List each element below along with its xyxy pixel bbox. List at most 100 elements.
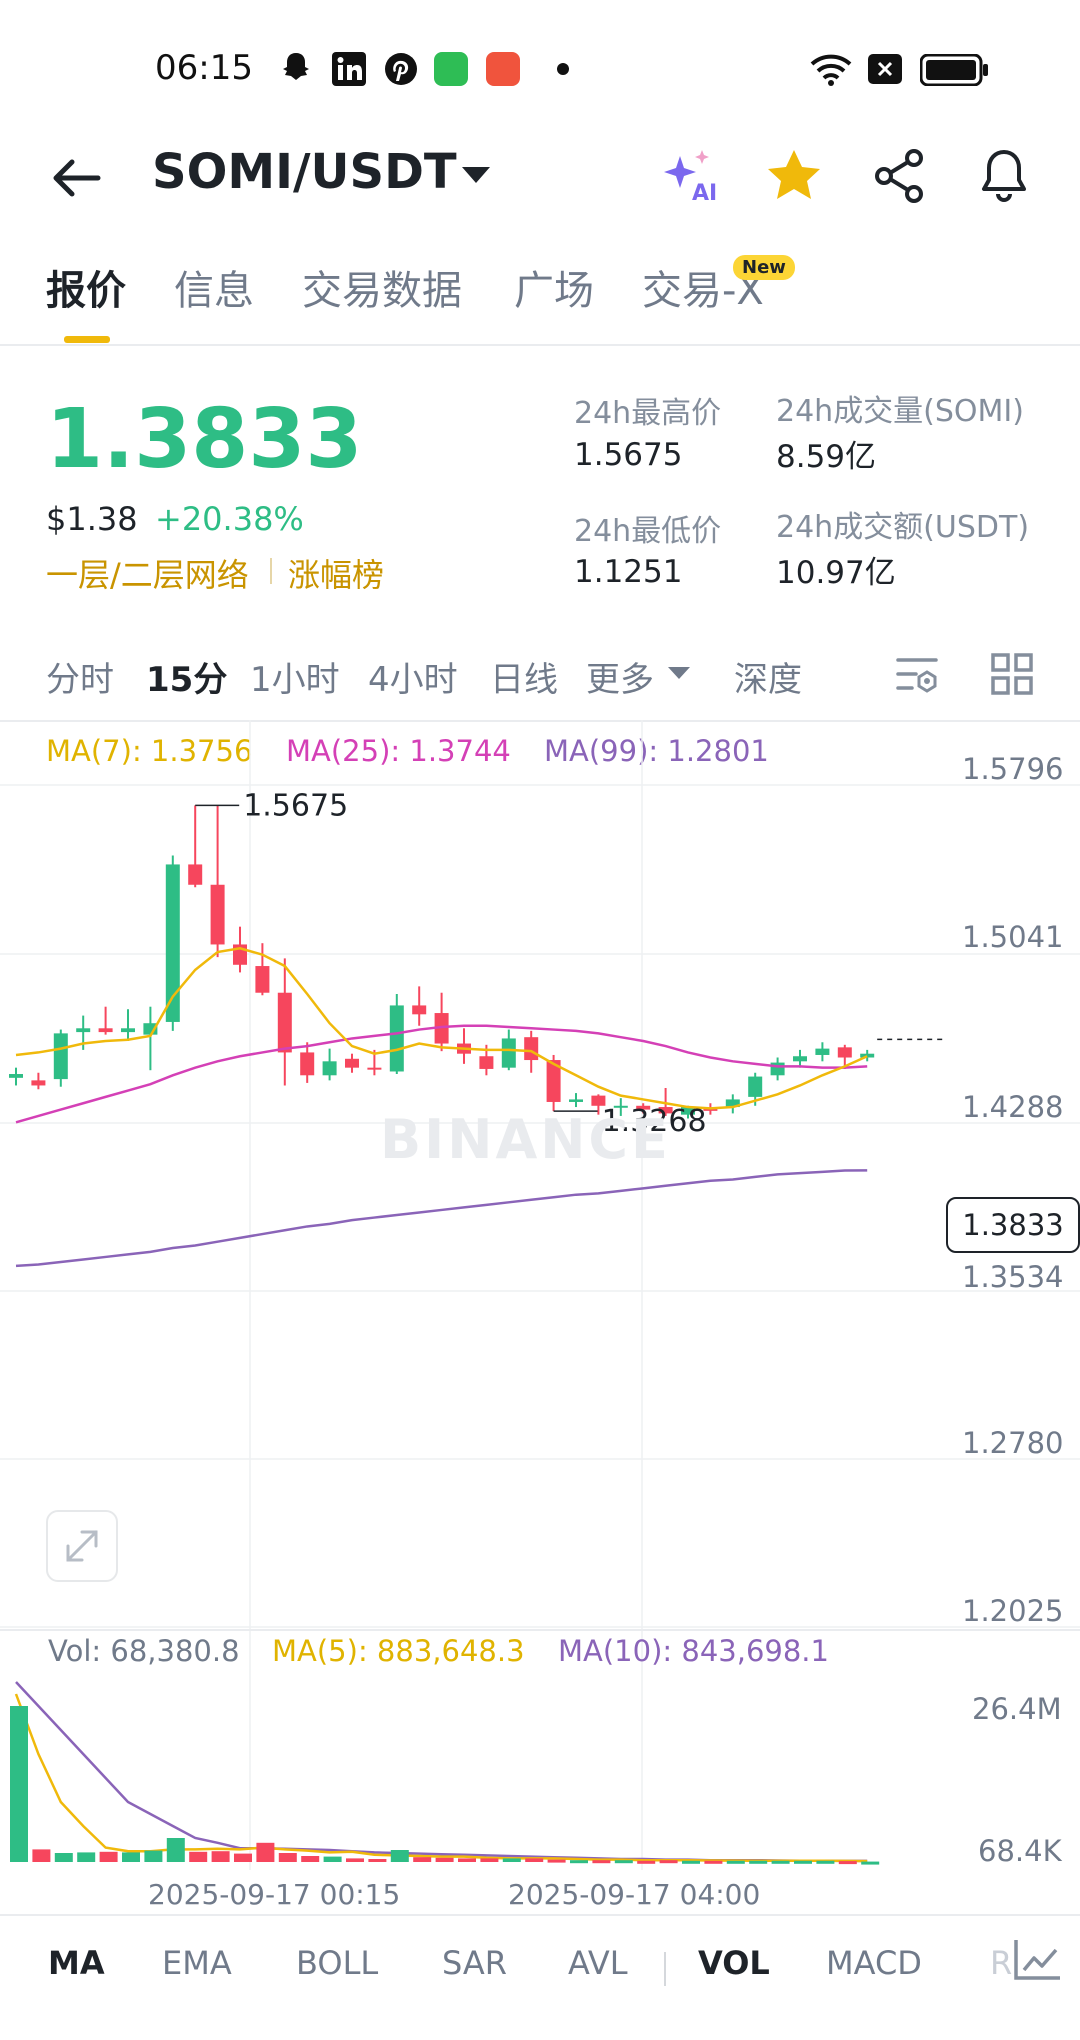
current-price-marker: 1.3833 [946,1197,1080,1253]
vol-ma10-line [15,1681,868,1863]
volume-bar [10,1706,28,1862]
volume-bar [659,1860,678,1864]
volume-bar [547,1859,566,1863]
pair-title[interactable]: SOMI/USDT [152,144,457,200]
vol-ma10-legend: MA(10): 843,698.1 [558,1634,829,1668]
stat-volume-value: 8.59亿 [776,439,877,475]
candle-body [165,864,180,1022]
tab-trading-data[interactable]: 交易数据 [302,268,462,314]
indicator-ema[interactable]: EMA [162,1944,232,1982]
candle-body [793,1056,807,1062]
more-caret-icon[interactable] [668,667,690,679]
tab-info[interactable]: 信息 [174,268,254,314]
interval-4h[interactable]: 4小时 [368,660,458,700]
volume-bar [32,1849,51,1862]
candle-body [837,1047,852,1058]
candle-body [9,1074,23,1078]
tag-l1-l2[interactable]: 一层/二层网络 [46,556,249,594]
volume-bar [749,1860,768,1864]
indicator-separator [664,1952,666,1986]
status-bar: 06:15 [0,0,1080,130]
favorite-star-icon[interactable] [764,146,824,206]
tag-top-gainers[interactable]: 涨幅榜 [288,556,385,594]
chart-settings-icon[interactable] [894,652,940,698]
interval-more[interactable]: 更多 [586,660,654,700]
pair-dropdown-caret-icon[interactable] [462,167,490,183]
indicator-ma[interactable]: MA [48,1944,105,1982]
wifi-icon [810,54,852,86]
y-tick-3: 1.4288 [962,1090,1064,1124]
interval-15m[interactable]: 15分 [146,660,228,700]
volume-bar [211,1851,230,1862]
candle-body [367,1067,382,1070]
change-percent: +20.38% [155,500,304,538]
volume-bar [838,1861,857,1865]
indicator-vol[interactable]: VOL [698,1944,770,1982]
candle-body [815,1048,830,1055]
tab-square[interactable]: 广场 [514,268,594,314]
candle-body [300,1052,315,1076]
interval-depth[interactable]: 深度 [734,660,802,700]
candlestick-chart[interactable]: 1.5675 1.3268 [0,720,1080,1880]
volume-bar [256,1842,275,1862]
candle-body [703,1108,718,1111]
ma7-legend: MA(7): 1.3756 [46,734,253,768]
ai-sparkle-icon[interactable]: AI [662,146,722,206]
snapchat-icon [283,53,309,80]
volume-bar [144,1850,163,1862]
volume-bar [704,1860,723,1864]
grid-layout-icon[interactable] [990,652,1034,696]
ma25-legend: MA(25): 1.3744 [286,734,511,768]
candle-body [501,1038,516,1068]
volume-bar [570,1860,588,1864]
indicator-avl[interactable]: AVL [568,1944,628,1982]
vol-legend: Vol: 68,380.8 [48,1634,240,1668]
candle-body [143,1023,158,1035]
volume-bar [771,1860,790,1864]
interval-1h[interactable]: 1小时 [250,660,340,700]
indicator-boll[interactable]: BOLL [296,1944,379,1982]
high-marker-label: 1.5675 [243,788,348,823]
ma7-line [15,946,868,1110]
active-tab-indicator [64,336,110,343]
volume-bar [435,1857,454,1862]
stat-low-value: 1.1251 [574,554,683,590]
candle-body [681,1107,695,1115]
volume-bar [794,1860,812,1864]
bell-icon[interactable] [974,146,1034,206]
share-icon[interactable] [870,146,930,206]
back-arrow-icon[interactable] [48,150,104,206]
vol-tick-min: 68.4K [978,1834,1062,1868]
last-price: 1.3833 [46,392,363,487]
usd-price: $1.38 [46,500,138,538]
volume-bar [301,1856,320,1862]
linkedin-icon [332,52,366,86]
stat-turnover-label: 24h成交额(USDT) [776,510,1030,545]
volume-bar [166,1838,185,1862]
ma99-legend: MA(99): 1.2801 [544,734,769,768]
indicator-sar[interactable]: SAR [442,1944,508,1982]
volume-bar [480,1858,499,1862]
indicator-macd[interactable]: MACD [826,1944,922,1982]
volume-bar [278,1853,297,1862]
volume-bar [368,1859,387,1862]
expand-icon [66,1530,98,1562]
indicator-r[interactable]: R [990,1944,1013,1982]
interval-1d[interactable]: 日线 [490,660,558,700]
volume-bar [413,1857,432,1862]
battery-icon [920,54,988,86]
candle-body [636,1105,651,1110]
candle-body [434,1013,449,1044]
indicator-chart-icon[interactable] [1012,1936,1062,1982]
candle-body [188,864,203,885]
app-icon-green [434,52,468,86]
interval-time[interactable]: 分时 [46,660,114,700]
candle-body [210,884,225,945]
fullscreen-button[interactable] [46,1510,118,1582]
y-tick-5: 1.2780 [962,1426,1064,1460]
volume-bar [637,1860,656,1864]
volume-bar [502,1858,521,1862]
volume-bar [234,1853,252,1862]
tab-quote[interactable]: 报价 [46,268,126,314]
y-tick-4: 1.3534 [962,1260,1064,1294]
